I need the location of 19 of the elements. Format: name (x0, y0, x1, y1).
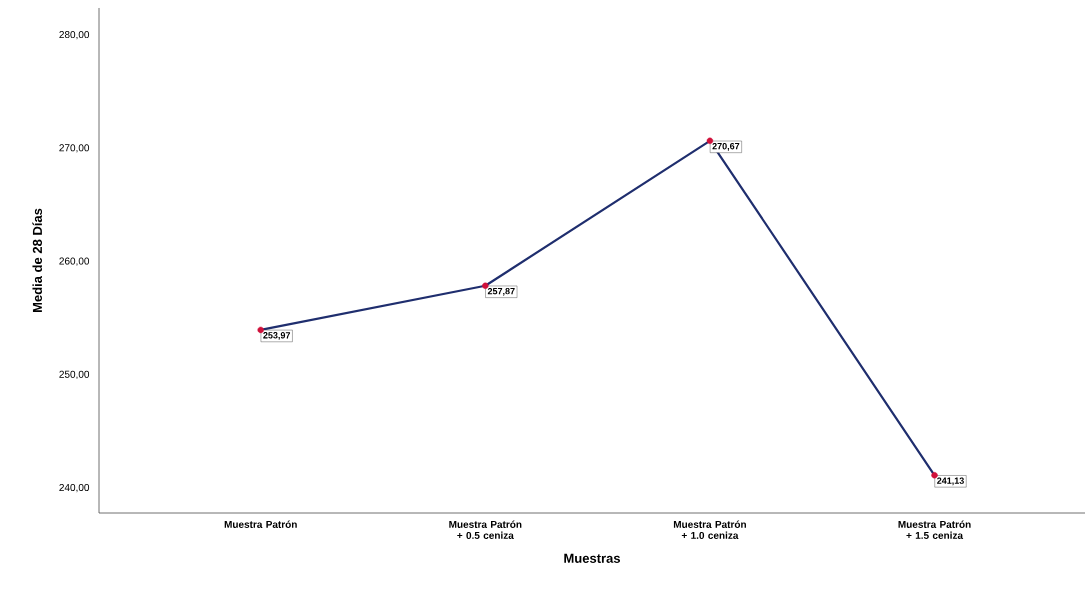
x-tick-label: Muestra Patrón + 1.0 ceniza (673, 520, 746, 539)
point (482, 282, 489, 289)
y-tick-label: 280,00 (59, 31, 90, 40)
x-tick-label: Muestra Patrón (224, 520, 297, 528)
data-label: 253,97 (263, 332, 291, 340)
point (706, 137, 714, 145)
data-label: 241,13 (937, 477, 964, 486)
point (931, 472, 938, 479)
x-tick-label: Muestra Patrón + 1.5 ceniza (898, 520, 971, 539)
y-tick-label: 260,00 (59, 257, 90, 266)
y-tick-label: 270,00 (59, 144, 90, 153)
y-tick-label: 240,00 (59, 483, 90, 493)
y-axis-title: Media de 28 Días (32, 208, 43, 313)
x-tick-label: Muestra Patrón + 0.5 ceniza (449, 520, 522, 539)
x-axis-title: Muestras (564, 553, 621, 563)
data-label: 270,67 (712, 143, 740, 151)
y-tick-label: 250,00 (59, 370, 90, 379)
data-label: 257,87 (487, 287, 515, 296)
point (257, 326, 264, 334)
